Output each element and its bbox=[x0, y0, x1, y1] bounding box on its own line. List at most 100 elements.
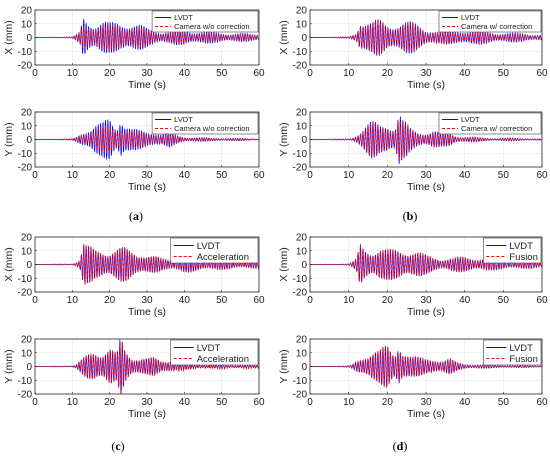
x-tick-label: 0 bbox=[307, 68, 313, 79]
legend-box bbox=[438, 10, 542, 33]
x-tick-label: 30 bbox=[420, 170, 432, 181]
x-tick-label: 20 bbox=[104, 68, 116, 79]
x-tick-label: 60 bbox=[253, 295, 265, 306]
x-tick-label: 60 bbox=[253, 397, 265, 408]
y-tick-label: 20 bbox=[21, 6, 33, 17]
x-tick-label: 10 bbox=[343, 170, 355, 181]
x-tick-label: 40 bbox=[459, 397, 471, 408]
series-line-fusion bbox=[310, 345, 542, 388]
y-tick-label: 10 bbox=[296, 121, 308, 132]
x-tick-label: 10 bbox=[67, 170, 79, 181]
y-tick-label: -10 bbox=[293, 149, 308, 160]
x-axis-label: Time (s) bbox=[407, 181, 445, 193]
legend-entry-label: LVDT bbox=[197, 343, 221, 354]
legend-entry-label: LVDT bbox=[197, 241, 221, 252]
x-tick-label: 40 bbox=[459, 170, 471, 181]
y-tick-label: 0 bbox=[301, 362, 307, 373]
y-axis-label: X (mm) bbox=[3, 247, 15, 281]
x-tick-label: 0 bbox=[32, 397, 38, 408]
x-axis-label: Time (s) bbox=[128, 181, 166, 193]
x-tick-label: 20 bbox=[104, 170, 116, 181]
y-tick-label: -10 bbox=[293, 274, 308, 285]
x-axis-label: Time (s) bbox=[128, 306, 166, 318]
y-tick-label: -20 bbox=[293, 288, 308, 299]
x-tick-label: 0 bbox=[32, 295, 38, 306]
x-tick-label: 40 bbox=[179, 397, 191, 408]
legend-box bbox=[151, 10, 259, 33]
y-tick-label: 10 bbox=[296, 246, 308, 257]
legend-entry-label: LVDT bbox=[461, 13, 480, 22]
y-tick-label: 0 bbox=[301, 33, 307, 44]
x-tick-label: 0 bbox=[307, 170, 313, 181]
chart-d-y: 0 10 20 30 40 50 60 -20 -10 0 10 20 Time (s) Y (mm) LV… bbox=[278, 335, 548, 421]
series-line-camera-w-correction bbox=[310, 20, 542, 55]
x-tick-label: 40 bbox=[459, 295, 471, 306]
y-tick-label: -10 bbox=[18, 47, 33, 58]
legend-entry-label: LVDT bbox=[174, 13, 193, 22]
x-tick-label: 50 bbox=[216, 68, 228, 79]
x-tick-label: 40 bbox=[459, 68, 471, 79]
x-tick-label: 20 bbox=[104, 397, 116, 408]
y-tick-label: 20 bbox=[296, 6, 308, 17]
x-tick-label: 30 bbox=[420, 397, 432, 408]
legend-box bbox=[438, 112, 542, 135]
legend-entry-label: Acceleration bbox=[197, 354, 249, 365]
y-tick-label: 0 bbox=[26, 260, 32, 271]
legend-entry-label: LVDT bbox=[509, 241, 533, 252]
y-axis-label: Y (mm) bbox=[278, 349, 290, 383]
series-line-camera-w-correction bbox=[310, 118, 542, 162]
y-tick-label: -10 bbox=[293, 376, 308, 387]
x-tick-label: 0 bbox=[32, 68, 38, 79]
y-tick-label: 0 bbox=[301, 260, 307, 271]
x-tick-label: 20 bbox=[104, 295, 116, 306]
y-axis-label: Y (mm) bbox=[3, 349, 15, 383]
legend-entry-label: LVDT bbox=[174, 115, 193, 124]
x-tick-label: 20 bbox=[382, 295, 394, 306]
x-tick-label: 40 bbox=[179, 295, 191, 306]
legend-entry-label: Camera w/ correction bbox=[461, 124, 532, 133]
x-tick-label: 40 bbox=[179, 68, 191, 79]
x-tick-label: 60 bbox=[253, 170, 265, 181]
x-tick-label: 60 bbox=[536, 170, 548, 181]
legend-entry-label: LVDT bbox=[461, 115, 480, 124]
x-tick-label: 10 bbox=[343, 295, 355, 306]
x-tick-label: 60 bbox=[536, 397, 548, 408]
legend-box bbox=[483, 237, 542, 264]
x-tick-label: 60 bbox=[253, 68, 265, 79]
x-tick-label: 0 bbox=[307, 397, 313, 408]
x-axis-label: Time (s) bbox=[407, 408, 445, 420]
x-tick-label: 30 bbox=[420, 295, 432, 306]
legend-entry-label: Fusion bbox=[509, 252, 538, 263]
x-tick-label: 50 bbox=[216, 170, 228, 181]
chart-a-y: 0 10 20 30 40 50 60 -20 -10 0 10 20 Time (s) Y (mm) LV… bbox=[3, 108, 265, 194]
panel-label-b: (b) bbox=[402, 209, 418, 223]
x-tick-label: 20 bbox=[382, 68, 394, 79]
x-axis-label: Time (s) bbox=[128, 408, 166, 420]
y-tick-label: 0 bbox=[26, 135, 32, 146]
y-tick-label: 10 bbox=[21, 246, 33, 257]
legend-box bbox=[170, 237, 259, 264]
panel-label-a: (a) bbox=[129, 209, 143, 223]
y-tick-label: 10 bbox=[21, 121, 33, 132]
y-tick-label: -10 bbox=[293, 47, 308, 58]
y-tick-label: -10 bbox=[18, 274, 33, 285]
x-tick-label: 50 bbox=[216, 397, 228, 408]
series-line-camera-w-o-correction bbox=[35, 125, 259, 154]
y-tick-label: 0 bbox=[26, 33, 32, 44]
y-axis-label: X (mm) bbox=[3, 20, 15, 54]
y-tick-label: 10 bbox=[21, 348, 33, 359]
x-tick-label: 30 bbox=[141, 170, 153, 181]
legend-box bbox=[151, 112, 259, 135]
x-tick-label: 50 bbox=[216, 295, 228, 306]
series-line-acceleration bbox=[35, 342, 259, 394]
y-tick-label: 10 bbox=[21, 19, 33, 30]
panel-label-c: (c) bbox=[111, 439, 125, 453]
y-tick-label: 20 bbox=[21, 335, 33, 346]
y-tick-label: 20 bbox=[296, 335, 308, 346]
y-tick-label: -20 bbox=[18, 61, 33, 72]
y-tick-label: -20 bbox=[18, 163, 33, 174]
chart-c-y: 0 10 20 30 40 50 60 -20 -10 0 10 20 Time (s) Y (mm) LV… bbox=[3, 335, 265, 421]
y-tick-label: 10 bbox=[296, 19, 308, 30]
